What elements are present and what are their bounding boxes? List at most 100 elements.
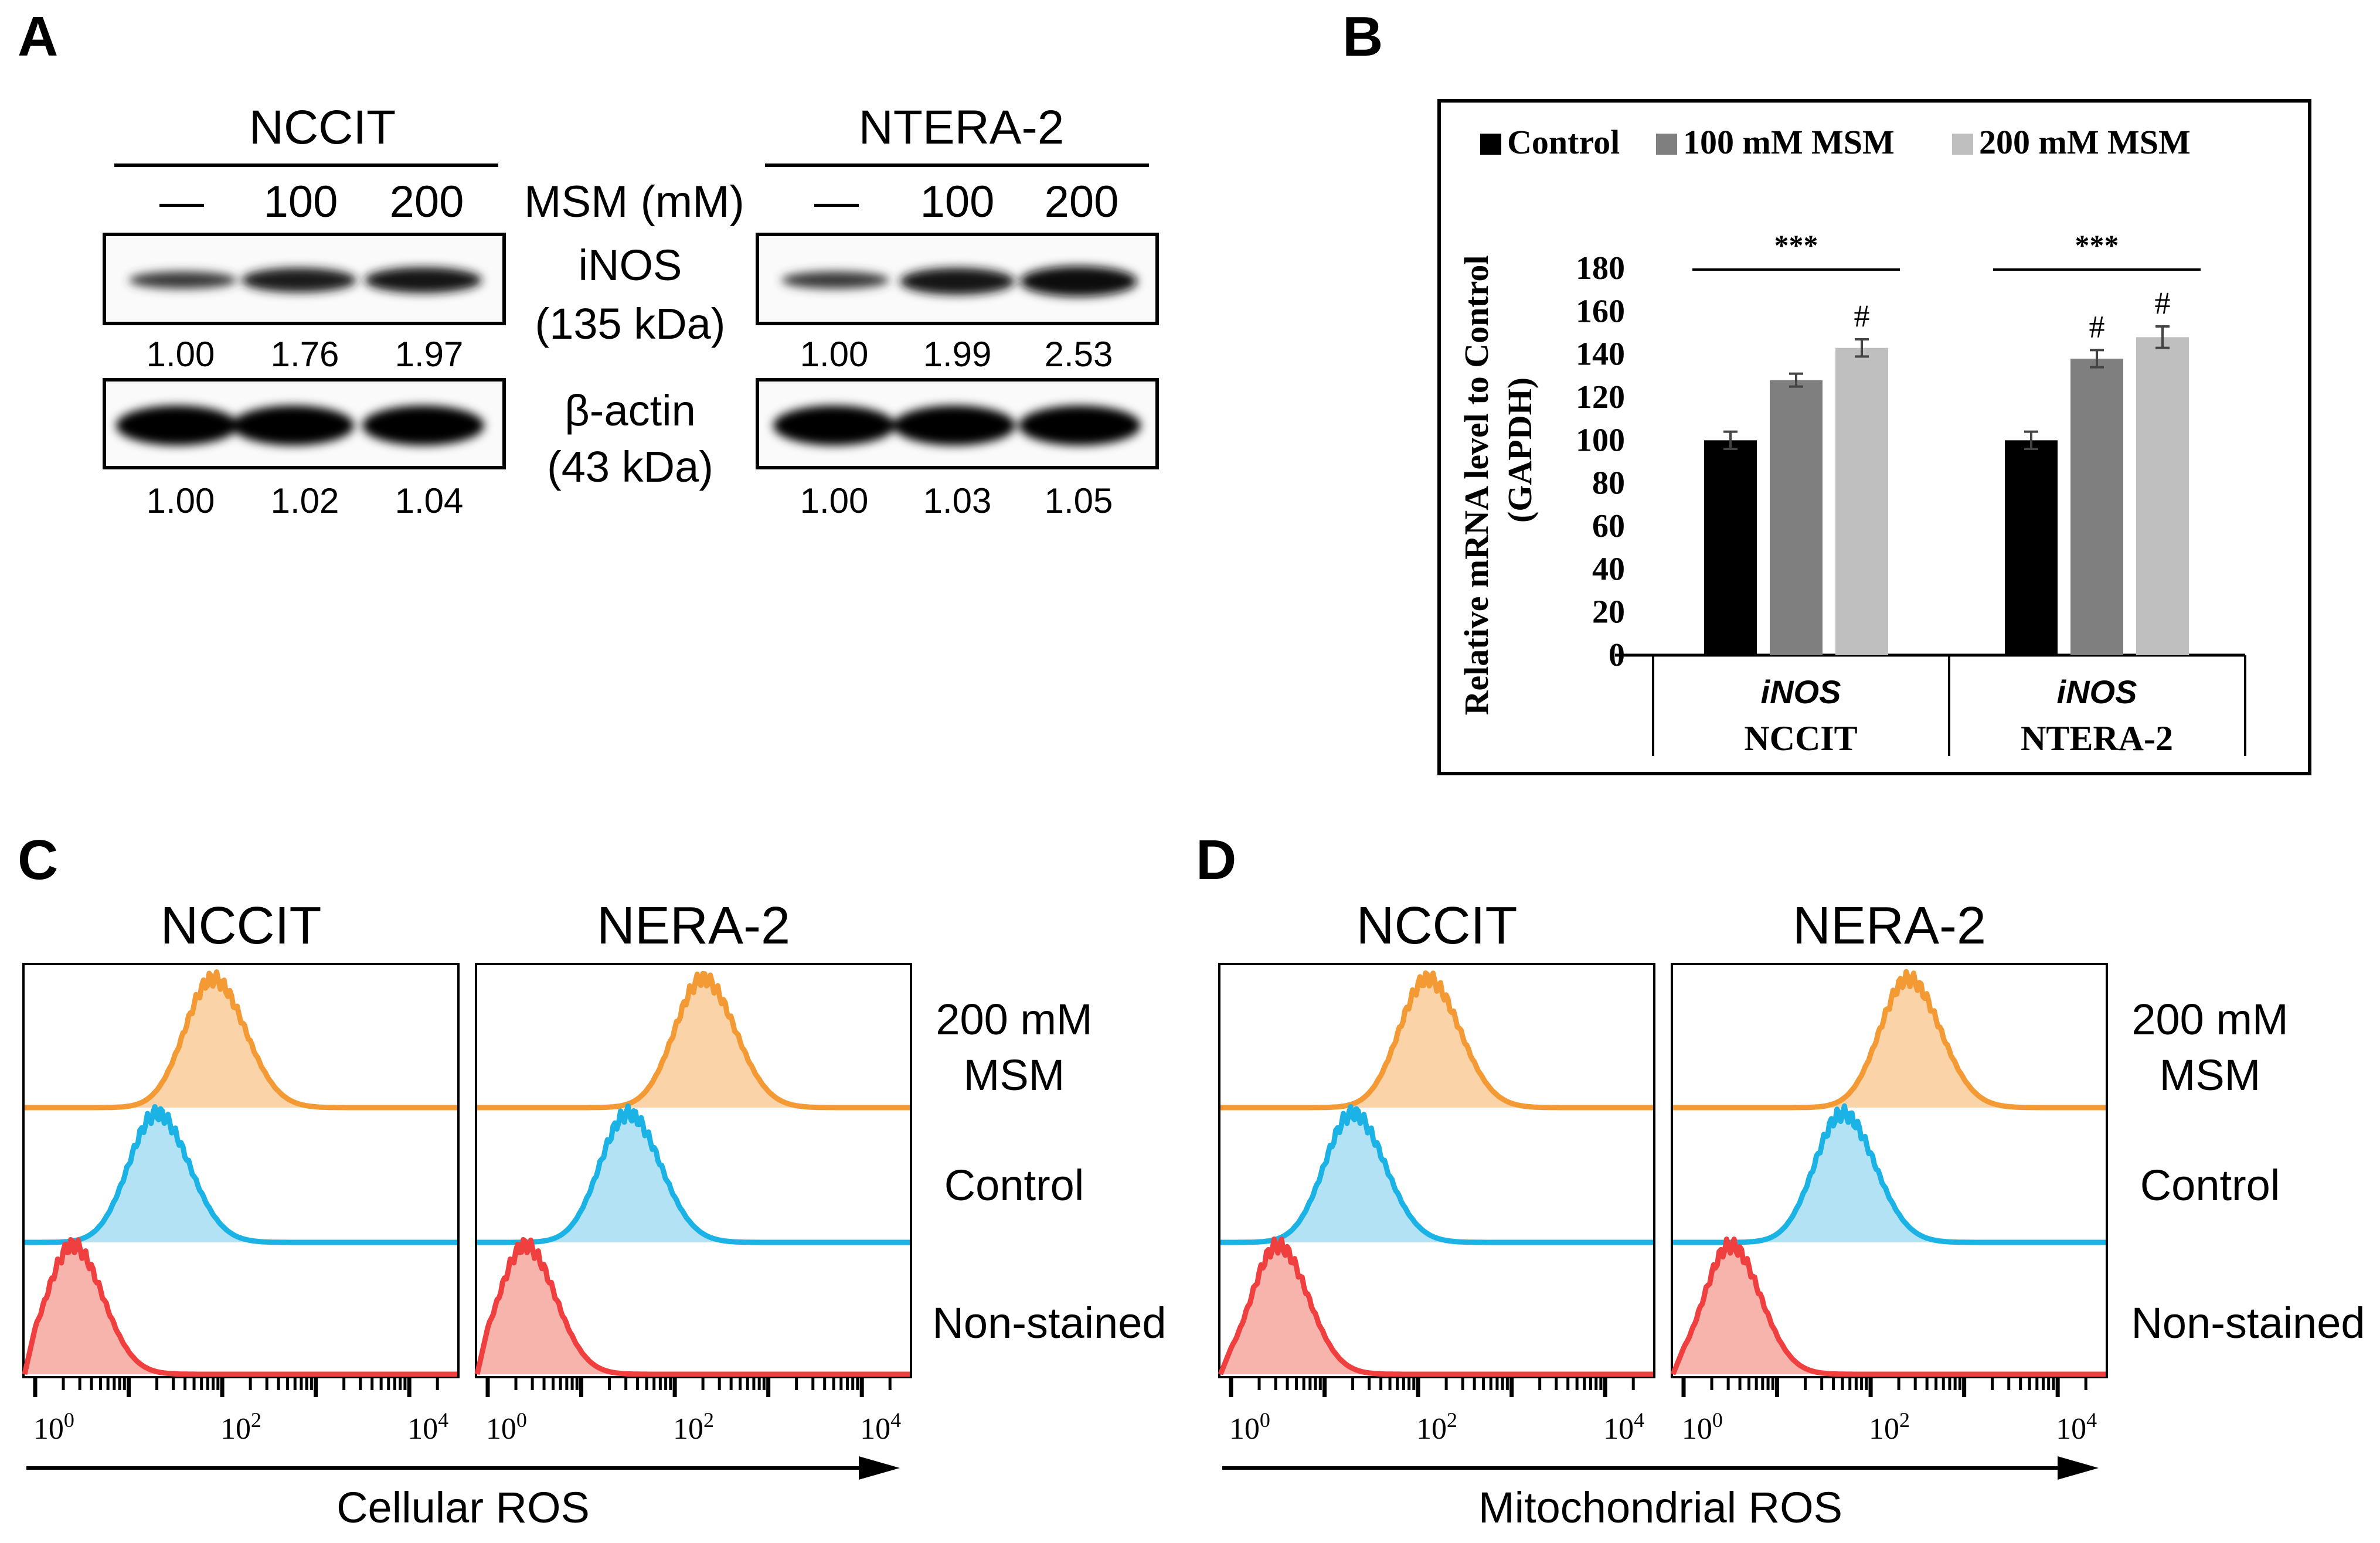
legend-label-1: 100 mM MSM <box>1683 123 1895 161</box>
dose-label-ntera2-0: — <box>814 177 859 227</box>
flowD-col1-tick-label-1: 102 <box>1869 1408 1910 1446</box>
panel-label-c: C <box>18 829 58 891</box>
flowC-col1-frame <box>475 963 912 1378</box>
protein1-name: iNOS <box>579 241 682 289</box>
y-tick-label-7: 140 <box>1576 336 1625 373</box>
flow-panel-d: NCCIT 100 102 104 NERA-2 100 102 104 200 mM MSM Co… <box>1218 897 2365 1532</box>
quant-nccit-actin-1: 1.02 <box>271 481 339 520</box>
legend-swatch-0 <box>1480 134 1501 155</box>
flowC-col0-hist-line-1 <box>25 1104 457 1245</box>
quant-ntera2-inos-2: 2.53 <box>1045 335 1113 374</box>
flowC-col1-tick-label-2: 104 <box>860 1408 901 1446</box>
flowC-col1-hist-fill-0 <box>477 973 910 1108</box>
bar-0-1 <box>1770 380 1823 655</box>
sig-mark-1-1: # <box>2089 309 2105 344</box>
flowC-row-label-0b: MSM <box>964 1051 1065 1099</box>
dose-label-nccit-2: 200 <box>390 177 464 227</box>
flowD-col0-hist-fill-2 <box>1220 1239 1653 1374</box>
bar-0-0 <box>1704 440 1757 655</box>
flowC-col1-tick-label-0: 100 <box>486 1408 527 1446</box>
flowC-row-label-1: Control <box>944 1161 1084 1210</box>
flowD-col0-tick-label-2: 104 <box>1603 1408 1644 1446</box>
flowD-col0-frame <box>1218 963 1655 1378</box>
y-tick-label-2: 40 <box>1592 551 1625 587</box>
band-nccit-actin-2 <box>362 406 484 445</box>
flowD-col1-tick-label-2: 104 <box>2056 1408 2097 1446</box>
y-tick-label-6: 120 <box>1576 379 1625 415</box>
flowC-col0-tick-label-0: 100 <box>33 1408 74 1446</box>
y-tick-label-8: 160 <box>1576 293 1625 329</box>
y-tick-label-3: 60 <box>1592 508 1625 544</box>
flowD-col0-hist-line-0 <box>1220 970 1653 1111</box>
flowC-col1-hist-line-0 <box>477 970 910 1111</box>
group-gene-0: iNOS <box>1761 673 1841 710</box>
band-ntera2-inos-2 <box>1020 266 1137 297</box>
y-tick-label-5: 100 <box>1576 422 1625 458</box>
treatment-label: MSM (mM) <box>524 177 744 227</box>
panel-label-a: A <box>18 5 58 68</box>
quant-nccit-inos-2: 1.97 <box>395 335 464 374</box>
flowC-col1-hist-line-1 <box>477 1103 910 1245</box>
band-nccit-inos-2 <box>365 267 482 293</box>
band-ntera2-actin-2 <box>1019 406 1141 445</box>
flowD-col0-tick-label-1: 102 <box>1416 1408 1457 1446</box>
cell-line-ntera2: NTERA-2 <box>859 101 1065 154</box>
flowD-row-label-1: Control <box>2140 1161 2280 1210</box>
y-tick-label-9: 180 <box>1576 250 1625 287</box>
bar-1-0 <box>2005 440 2058 655</box>
flowD-col0-hist-line-1 <box>1220 1104 1653 1245</box>
bar-chart-frame <box>1437 99 2311 775</box>
group-cell-0: NCCIT <box>1744 719 1857 758</box>
flowD-col1-title: NERA-2 <box>1793 897 1986 955</box>
flowD-col1-hist-line-0 <box>1673 969 2106 1111</box>
flowC-col0-hist-fill-1 <box>25 1106 457 1242</box>
flowC-col1-title: NERA-2 <box>597 897 790 955</box>
flowC-col0-frame <box>22 963 460 1378</box>
band-nccit-inos-1 <box>242 268 356 292</box>
cell-line-nccit: NCCIT <box>249 101 396 154</box>
y-axis-title: Relative mRNA level to Control <box>1457 256 1495 716</box>
dose-label-ntera2-1: 100 <box>920 177 995 227</box>
band-ntera2-inos-0 <box>781 271 889 289</box>
flowC-col0-hist-fill-0 <box>25 972 457 1108</box>
quant-ntera2-actin-1: 1.03 <box>923 481 992 520</box>
quant-ntera2-inos-0: 1.00 <box>800 335 869 374</box>
flowC-col0-tick-label-1: 102 <box>220 1408 261 1446</box>
bar-0-2 <box>1835 348 1888 655</box>
quant-ntera2-actin-0: 1.00 <box>800 481 869 520</box>
quant-nccit-inos-0: 1.00 <box>147 335 215 374</box>
flowD-row-label-0a: 200 mM <box>2131 995 2288 1044</box>
protein2-name: β-actin <box>565 386 696 435</box>
flowC-x-axis-title: Cellular ROS <box>336 1483 590 1532</box>
protein2-size: (43 kDa) <box>547 442 713 491</box>
panel-label-d: D <box>1196 829 1236 891</box>
flowC-col0-tick-label-2: 104 <box>407 1408 448 1446</box>
quant-nccit-actin-0: 1.00 <box>147 481 215 520</box>
flowD-col1-tick-label-0: 100 <box>1682 1408 1723 1446</box>
flowD-col0-hist-fill-1 <box>1220 1106 1653 1242</box>
protein1-size: (135 kDa) <box>535 299 726 348</box>
legend-swatch-1 <box>1656 134 1677 155</box>
legend-swatch-2 <box>1952 134 1973 155</box>
flowC-x-arrow-head <box>859 1456 900 1480</box>
sig-mark-1-2: # <box>2155 285 2171 321</box>
flowD-col1-hist-line-2 <box>1670 1237 2106 1377</box>
flowC-col1-hist-line-2 <box>474 1237 910 1377</box>
bands-actin <box>116 406 1141 445</box>
legend-label-0: Control <box>1507 123 1620 161</box>
band-nccit-actin-1 <box>232 406 354 445</box>
flowC-col0-hist-line-2 <box>22 1237 457 1377</box>
flowC-row-label-2: Non-stained <box>932 1299 1166 1347</box>
flowD-col1-frame <box>1671 963 2108 1378</box>
flowC-col1-tick-label-1: 102 <box>673 1408 714 1446</box>
dose-label-ntera2-2: 200 <box>1045 177 1119 227</box>
quant-ntera2-inos-1: 1.99 <box>923 335 992 374</box>
band-nccit-inos-0 <box>129 271 237 289</box>
flowD-x-arrow-head <box>2058 1456 2099 1480</box>
flowD-col1-hist-fill-2 <box>1673 1239 2106 1374</box>
quant-nccit-actin-2: 1.04 <box>395 481 464 520</box>
flowC-col0-title: NCCIT <box>161 897 322 955</box>
flowD-col0-tick-label-0: 100 <box>1229 1408 1270 1446</box>
group-gene-1: iNOS <box>2057 673 2137 710</box>
